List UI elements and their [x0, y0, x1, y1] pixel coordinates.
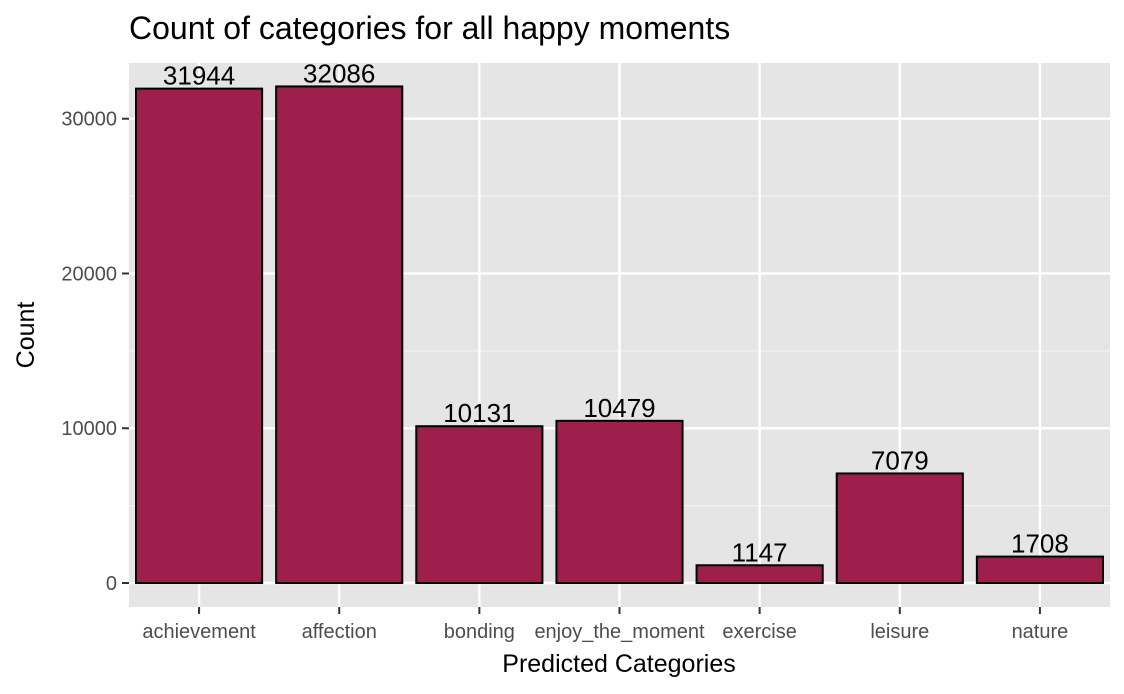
y-axis-title: Count	[12, 302, 40, 369]
bar-leisure	[835, 472, 964, 585]
y-tick-label: 30000	[61, 109, 117, 131]
bar-enjoy_the_moment	[555, 419, 684, 585]
y-tick-label: 10000	[61, 418, 117, 440]
bar-exercise	[695, 564, 824, 585]
x-tick-label-achievement: achievement	[142, 621, 256, 643]
x-tick-label-affection: affection	[302, 621, 377, 643]
bar-affection	[275, 85, 404, 585]
bar-achievement	[135, 87, 264, 585]
x-tick-label-enjoy_the_moment: enjoy_the_moment	[534, 621, 705, 643]
data-label-achievement: 31944	[163, 61, 235, 91]
bar-nature	[975, 555, 1104, 585]
x-tick-label-leisure: leisure	[870, 621, 929, 643]
bars	[135, 85, 1104, 585]
bar-bonding	[415, 425, 544, 585]
x-tick-label-nature: nature	[1012, 621, 1069, 643]
x-axis-title: Predicted Categories	[502, 650, 735, 678]
data-labels: 31944 32086 10131 10479 1147 7079 1708	[163, 58, 1069, 567]
data-label-enjoy_the_moment: 10479	[583, 393, 655, 423]
x-axis: achievement affection bonding enjoy_the_mom…	[142, 607, 1068, 643]
x-tick-label-exercise: exercise	[722, 621, 796, 643]
x-tick-label-bonding: bonding	[444, 621, 515, 643]
data-label-nature: 1708	[1011, 529, 1069, 559]
chart-title: Count of categories for all happy moment…	[129, 10, 730, 46]
y-tick-label: 0	[106, 573, 117, 595]
data-label-exercise: 1147	[732, 537, 788, 567]
data-label-bonding: 10131	[443, 398, 515, 428]
y-tick-label: 20000	[61, 263, 117, 285]
data-label-affection: 32086	[303, 58, 375, 88]
y-axis: 0 10000 20000 30000	[61, 109, 129, 595]
data-label-leisure: 7079	[871, 445, 929, 475]
